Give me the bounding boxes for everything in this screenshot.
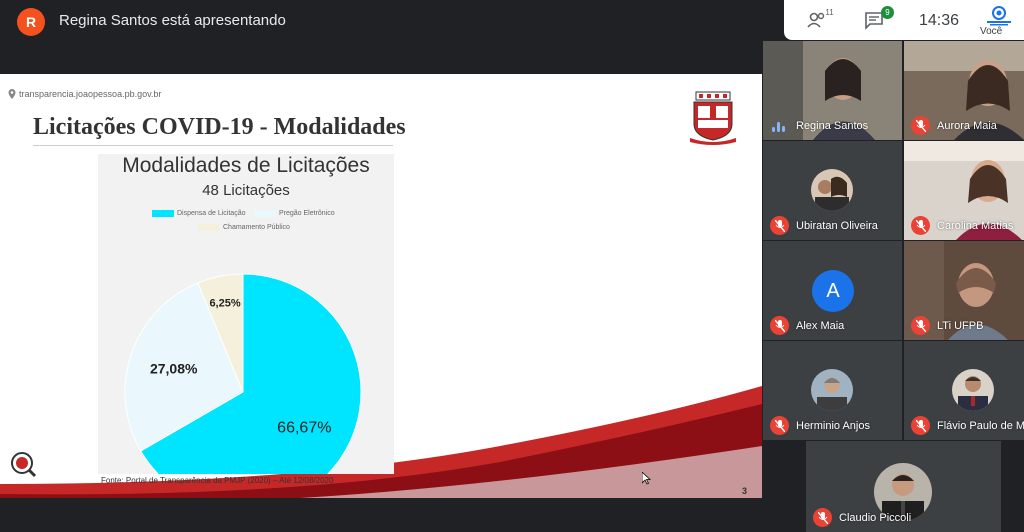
city-crest-icon	[690, 91, 736, 145]
mic-off-icon	[813, 508, 832, 527]
participant-photo-herminio	[811, 369, 853, 411]
participant-tile-claudio[interactable]: Claudio Piccoli	[806, 441, 1001, 532]
slide-number: 3	[742, 486, 748, 496]
speaking-indicator-icon	[772, 120, 786, 132]
mic-off-icon	[911, 216, 930, 235]
slide-url: transparencia.joaopessoa.pb.gov.br	[8, 89, 161, 99]
mic-off-icon	[770, 416, 789, 435]
participant-tile-aurora[interactable]: Aurora Maia	[904, 41, 1024, 140]
slide-title: Licitações COVID-19 - Modalidades	[33, 114, 406, 140]
participant-tile-ubiratan[interactable]: Ubiratan Oliveira	[763, 141, 902, 240]
participant-video-carolina	[904, 141, 1024, 240]
people-button[interactable]: 11	[806, 8, 834, 30]
participant-tile-carolina[interactable]: Carolina Matias	[904, 141, 1024, 240]
participant-tile-lti[interactable]: LTi UFPB	[904, 241, 1024, 340]
chat-icon	[865, 12, 883, 30]
participant-tile-alex[interactable]: A Alex Maia	[763, 241, 902, 340]
slide-source: Fonte: Portal de Transparência da PMJP (…	[101, 476, 334, 485]
presenter-avatar: R	[17, 8, 45, 36]
pie-svg: 66,67% 27,08% 6,25%	[124, 273, 362, 474]
pie-chart: Modalidades de Licitações 48 Licitações …	[98, 154, 394, 474]
participant-video-regina	[763, 41, 902, 140]
mic-off-icon	[911, 316, 930, 335]
participant-avatar: A	[812, 270, 854, 312]
legend-swatch-dispensa	[152, 210, 174, 217]
slide-url-text: transparencia.joaopessoa.pb.gov.br	[19, 89, 162, 99]
title-divider	[33, 145, 393, 146]
presenter-status: Regina Santos está apresentando	[59, 12, 286, 29]
legend-label-dispensa: Dispensa de Licitação	[177, 210, 246, 217]
chart-title: Modalidades de Licitações	[122, 154, 370, 177]
participant-name: Flávio Paulo de M	[937, 420, 1024, 432]
self-label: Você	[980, 26, 1003, 37]
participant-name: Ubiratan Oliveira	[796, 220, 878, 232]
participant-name: Alex Maia	[796, 320, 845, 332]
people-icon	[807, 12, 825, 28]
clock: 14:36	[919, 12, 960, 29]
mic-off-icon	[770, 316, 789, 335]
participant-photo-flavio	[952, 369, 994, 411]
pie-slice-chamamento	[197, 273, 244, 393]
pie-slice-dispensa	[140, 273, 362, 474]
location-pin-icon	[8, 89, 16, 99]
legend-item-dispensa: Dispensa de Licitação	[152, 210, 246, 217]
chart-subtitle: 48 Licitações	[202, 182, 290, 199]
participant-video-lti	[904, 241, 1024, 340]
legend-swatch-pregao	[254, 210, 276, 217]
mic-off-icon	[770, 216, 789, 235]
mic-off-icon	[911, 116, 930, 135]
self-view[interactable]	[977, 4, 1021, 38]
chat-button[interactable]: 9	[864, 6, 894, 30]
legend-label-pregao: Pregão Eletrônico	[279, 210, 335, 217]
participant-name: Regina Santos	[796, 120, 869, 132]
participant-name: Herminio Anjos	[796, 420, 870, 432]
participant-name: Carolina Matias	[937, 220, 1014, 232]
magnifier-logo-icon	[11, 452, 37, 478]
pie-label-chamamento: 6,25%	[209, 298, 240, 310]
top-bar: R Regina Santos está apresentando 11 9	[0, 0, 1024, 40]
mouse-cursor-icon	[642, 472, 651, 485]
participant-name: Aurora Maia	[937, 120, 997, 132]
meeting-controls: 11 9 14:36 Você	[784, 0, 1024, 40]
pie-label-dispensa: 66,67%	[277, 419, 331, 436]
participant-photo-ubiratan	[811, 169, 853, 211]
participant-name: Claudio Piccoli	[839, 512, 912, 524]
pie-slice-pregao	[124, 282, 244, 452]
legend-item-chamamento: Chamamento Público	[198, 224, 290, 231]
organization-logo-icon	[987, 6, 1011, 26]
participant-name: LTi UFPB	[937, 320, 984, 332]
participant-tile-regina[interactable]: Regina Santos	[763, 41, 902, 140]
legend-label-chamamento: Chamamento Público	[223, 224, 290, 231]
legend-swatch-chamamento	[198, 224, 220, 231]
participant-tile-flavio[interactable]: Flávio Paulo de M	[904, 341, 1024, 440]
chat-count: 9	[881, 6, 894, 19]
pie-label-pregao: 27,08%	[150, 360, 198, 376]
people-count: 11	[825, 8, 834, 17]
legend-item-pregao: Pregão Eletrônico	[254, 210, 335, 217]
participant-photo-claudio	[874, 463, 932, 521]
participant-tile-herminio[interactable]: Herminio Anjos	[763, 341, 902, 440]
presentation-slide: transparencia.joaopessoa.pb.gov.br Licit…	[0, 74, 762, 498]
mic-off-icon	[911, 416, 930, 435]
